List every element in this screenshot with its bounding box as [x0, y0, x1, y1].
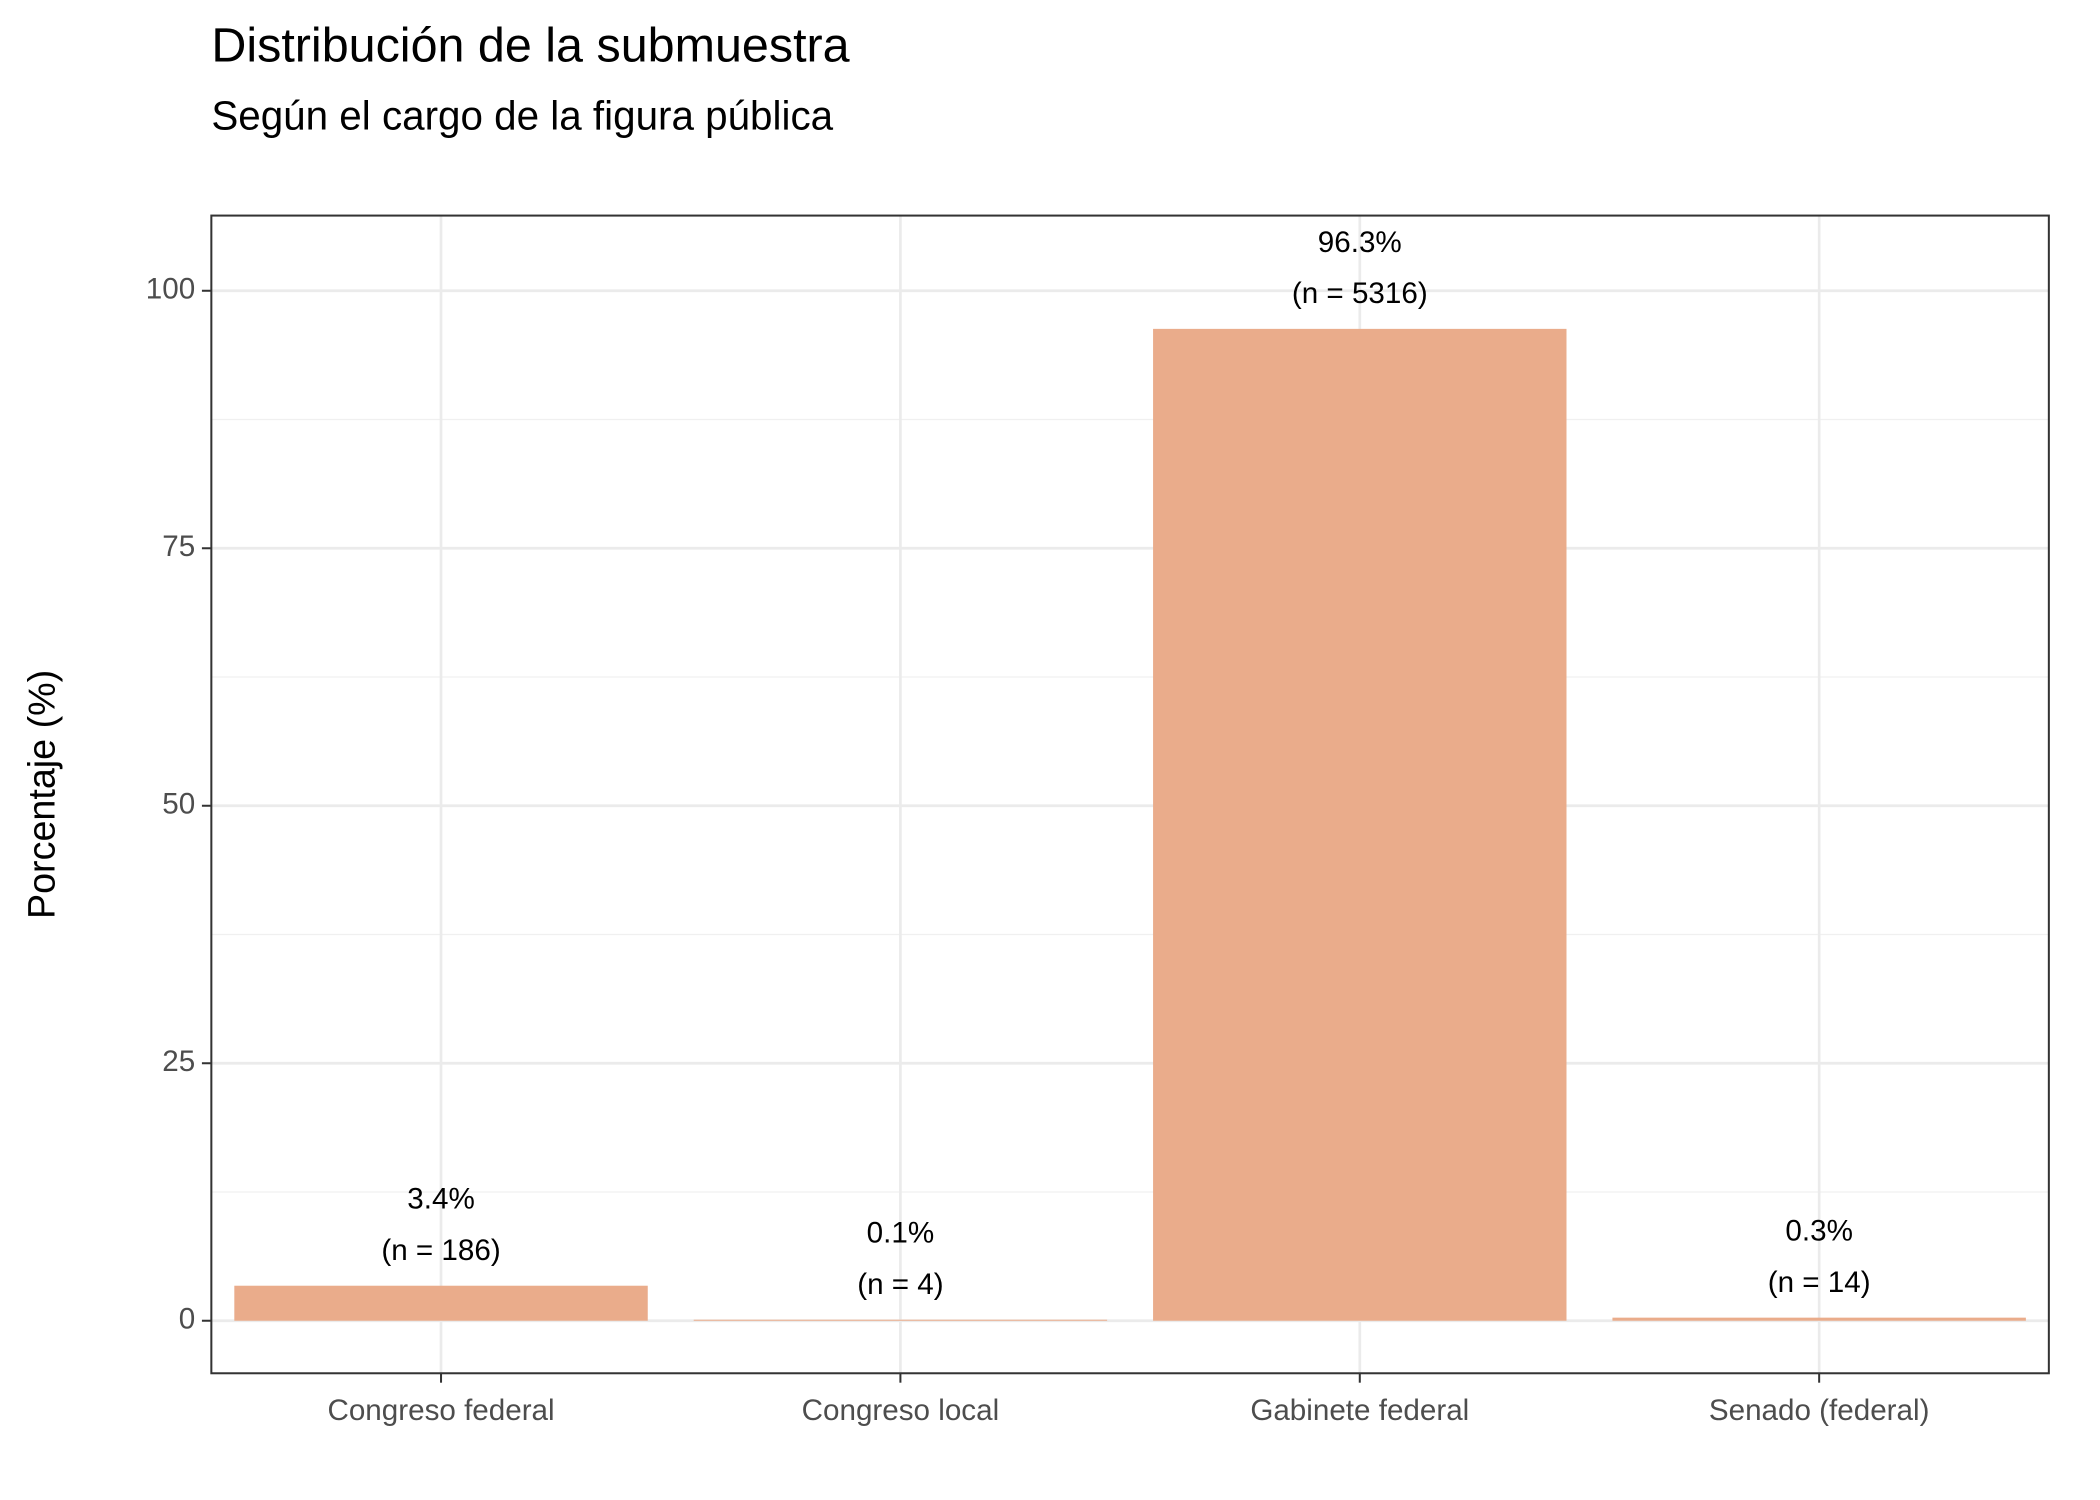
y-tick-label: 0	[179, 1303, 195, 1336]
y-tick-label: 50	[162, 788, 195, 821]
count-label: (n = 4)	[857, 1268, 943, 1301]
value-label: 0.1%	[867, 1217, 935, 1250]
value-label: 3.4%	[407, 1183, 474, 1216]
y-tick-label: 75	[162, 530, 195, 563]
y-tick-label: 100	[146, 273, 195, 306]
x-tick-label: Senado (federal)	[1709, 1394, 1930, 1427]
panel-border	[210, 214, 2050, 1375]
bar	[1153, 328, 1567, 1321]
count-label: (n = 14)	[1768, 1266, 1871, 1299]
y-tick-label: 25	[162, 1045, 195, 1078]
value-label: 0.3%	[1785, 1215, 1853, 1248]
count-label: (n = 5316)	[1292, 277, 1428, 310]
chart-subtitle: Según el cargo de la figura pública	[211, 92, 833, 138]
x-tick-label: Congreso federal	[327, 1394, 554, 1427]
bar	[234, 1285, 648, 1321]
chart-title: Distribución de la submuestra	[211, 18, 849, 72]
bar	[1612, 1317, 2026, 1321]
count-label: (n = 186)	[381, 1234, 500, 1267]
bar	[693, 1319, 1108, 1321]
value-label: 96.3%	[1318, 226, 1402, 259]
x-tick-label: Gabinete federal	[1250, 1394, 1469, 1427]
x-tick-label: Congreso local	[802, 1394, 1000, 1427]
y-axis-title: Porcentaje (%)	[20, 670, 62, 919]
